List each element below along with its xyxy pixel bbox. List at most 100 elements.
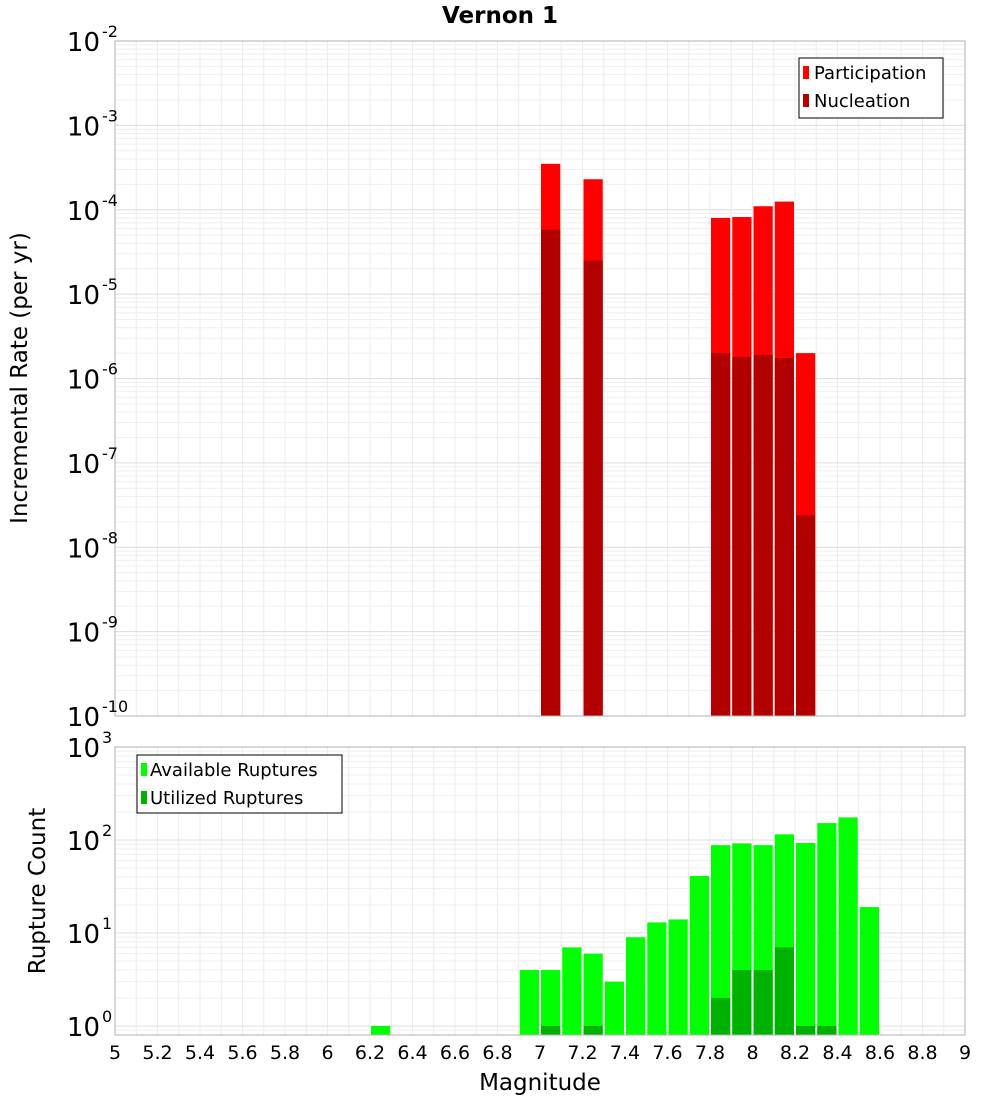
y-tick-label: 10 — [67, 366, 100, 396]
x-tick-label: 8 — [746, 1042, 758, 1064]
x-tick-label: 5.8 — [270, 1042, 300, 1064]
legend-swatch-nucleation — [803, 94, 809, 107]
bar-available-ruptures — [604, 981, 624, 1035]
bar-available-ruptures — [626, 937, 646, 1035]
y-tick-exponent: -9 — [102, 613, 118, 632]
x-tick-label: 5.6 — [227, 1042, 257, 1064]
y-tick-exponent: -6 — [102, 360, 118, 379]
rate-plot-frame — [114, 40, 966, 717]
rate-bars — [541, 163, 816, 717]
bar-available-ruptures — [796, 842, 816, 1035]
x-tick-label: 8.8 — [907, 1042, 937, 1064]
x-tick-label: 6.6 — [440, 1042, 470, 1064]
bar-utilized-ruptures — [711, 997, 731, 1035]
count-bars — [371, 817, 879, 1035]
legend-swatch-utilized — [141, 791, 147, 804]
legend-swatch-participation — [803, 66, 809, 79]
y-tick-exponent: -7 — [102, 444, 118, 463]
y-tick-exponent: 0 — [102, 1007, 112, 1026]
bar-nucleation — [774, 357, 794, 716]
x-tick-label: 8.4 — [822, 1042, 852, 1064]
bar-utilized-ruptures — [774, 947, 794, 1035]
bar-nucleation — [583, 260, 603, 716]
legend-swatch-available — [141, 763, 147, 776]
y-tick-label: 10 — [67, 197, 100, 227]
x-tick-label: 6.8 — [482, 1042, 512, 1064]
rate-legend-box — [798, 57, 944, 119]
legend-label-participation: Participation — [814, 63, 926, 84]
bar-available-ruptures — [519, 969, 539, 1035]
y-tick-exponent: 1 — [102, 914, 112, 933]
y-tick-label: 10 — [67, 534, 100, 564]
y-tick-label: 10 — [67, 920, 100, 950]
bar-available-ruptures — [711, 845, 731, 1035]
bar-available-ruptures — [859, 907, 879, 1035]
rate-y-axis-label: Incremental Rate (per yr) — [7, 232, 33, 524]
y-tick-exponent: -2 — [102, 22, 118, 41]
y-tick-label: 10 — [67, 827, 100, 857]
bar-nucleation — [541, 229, 561, 717]
bar-available-ruptures — [371, 1025, 391, 1035]
y-tick-exponent: 2 — [102, 821, 112, 840]
y-tick-exponent: -3 — [102, 106, 118, 125]
legend-label-utilized: Utilized Ruptures — [150, 788, 303, 809]
x-tick-label: 9 — [959, 1042, 971, 1064]
y-tick-exponent: -5 — [102, 275, 118, 294]
y-tick-label: 10 — [67, 450, 100, 480]
bar-utilized-ruptures — [817, 1025, 837, 1035]
bar-available-ruptures — [689, 876, 709, 1035]
x-axis-label: Magnitude — [479, 1070, 601, 1096]
x-tick-label: 8.2 — [780, 1042, 810, 1064]
x-tick-label: 7.6 — [652, 1042, 682, 1064]
y-tick-label: 10 — [67, 112, 100, 142]
y-tick-exponent: -8 — [102, 528, 118, 547]
y-tick-label: 10 — [67, 703, 100, 733]
x-tick-label: 6.4 — [397, 1042, 427, 1064]
x-tick-label: 5.4 — [185, 1042, 215, 1064]
count-y-axis-label: Rupture Count — [25, 808, 51, 974]
bar-utilized-ruptures — [796, 1025, 816, 1035]
bar-nucleation — [732, 356, 752, 716]
x-tick-label: 6.2 — [355, 1042, 385, 1064]
count-legend: Available Ruptures Utilized Ruptures — [136, 754, 343, 814]
y-tick-label: 10 — [67, 28, 100, 58]
x-tick-label: 5 — [109, 1042, 121, 1064]
x-tick-label: 7.2 — [567, 1042, 597, 1064]
x-tick-label: 8.6 — [865, 1042, 895, 1064]
chart-title: Vernon 1 — [442, 3, 558, 29]
count-legend-box — [136, 754, 343, 814]
bar-available-ruptures — [583, 953, 603, 1035]
bar-utilized-ruptures — [583, 1025, 603, 1035]
bar-nucleation — [796, 515, 816, 716]
y-tick-label: 10 — [67, 281, 100, 311]
bar-nucleation — [711, 353, 731, 716]
legend-label-available: Available Ruptures — [150, 760, 318, 781]
y-tick-exponent: 3 — [102, 728, 112, 747]
x-tick-label: 7 — [534, 1042, 546, 1064]
bar-available-ruptures — [647, 922, 667, 1035]
bar-available-ruptures — [817, 823, 837, 1035]
bar-nucleation — [753, 354, 773, 716]
bar-available-ruptures — [668, 919, 688, 1035]
x-axis-ticks: 5 5.2 5.4 5.6 5.8 6 6.2 6.4 6.6 6.8 7 7.2 7.4 7.6 7.8 8… — [109, 1042, 971, 1064]
y-tick-label: 10 — [67, 1013, 100, 1043]
y-tick-label: 10 — [67, 619, 100, 649]
y-tick-exponent: -4 — [102, 191, 118, 210]
x-tick-label: 6 — [321, 1042, 333, 1064]
bar-utilized-ruptures — [732, 969, 752, 1035]
bar-available-ruptures — [541, 969, 561, 1035]
bar-utilized-ruptures — [753, 969, 773, 1035]
legend-label-nucleation: Nucleation — [814, 91, 910, 112]
bar-available-ruptures — [838, 817, 858, 1035]
rate-legend: Participation Nucleation — [798, 57, 944, 119]
x-tick-label: 7.8 — [695, 1042, 725, 1064]
count-plot-frame — [114, 746, 966, 1036]
y-tick-label: 10 — [67, 734, 100, 764]
y-tick-exponent: -10 — [102, 697, 128, 716]
rate-grid — [114, 40, 966, 717]
